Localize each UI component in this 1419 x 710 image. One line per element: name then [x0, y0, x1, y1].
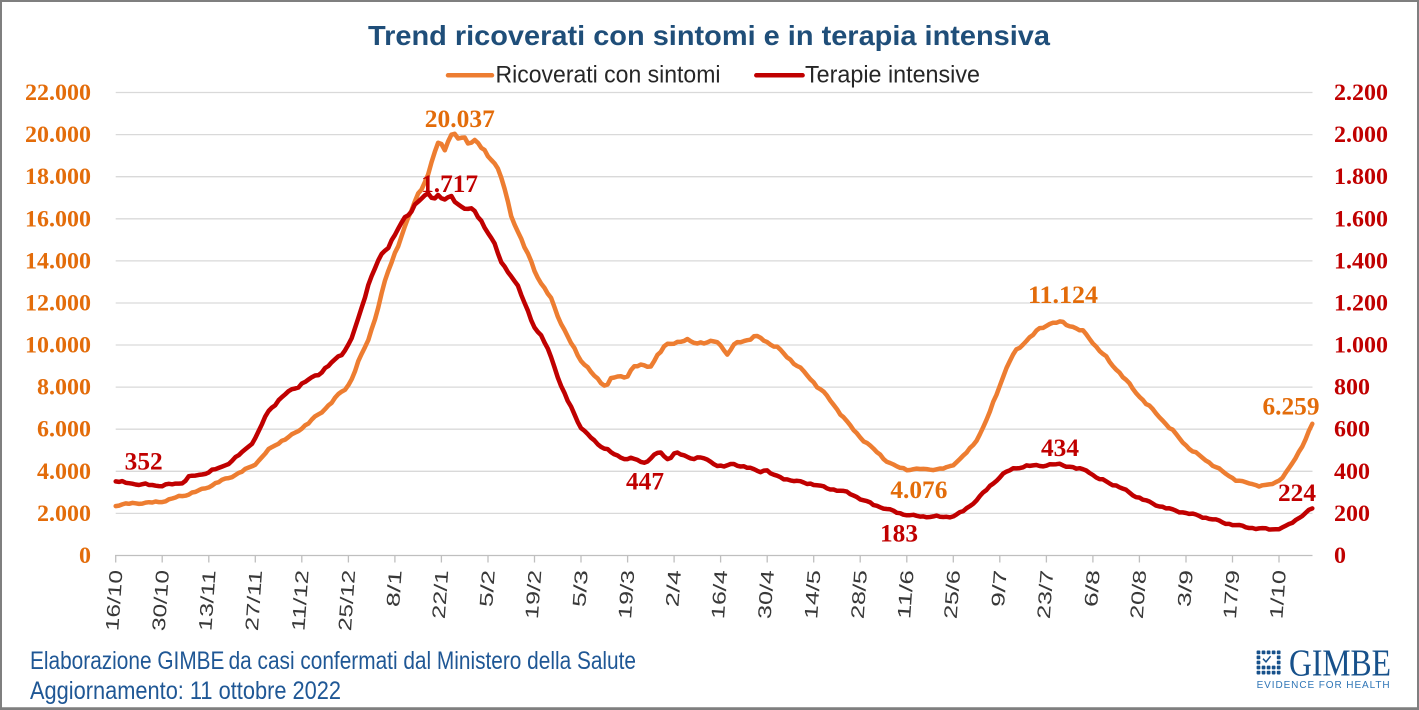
svg-text:28/5: 28/5 — [847, 569, 871, 619]
svg-text:16/10: 16/10 — [101, 569, 126, 631]
svg-text:224: 224 — [1278, 480, 1317, 507]
svg-text:16.000: 16.000 — [25, 206, 91, 231]
svg-text:20/8: 20/8 — [1126, 569, 1150, 619]
svg-text:GIMBE: GIMBE — [1289, 643, 1391, 685]
svg-text:0: 0 — [1334, 543, 1346, 568]
svg-text:2.000: 2.000 — [37, 501, 91, 526]
svg-text:6/8: 6/8 — [1080, 569, 1104, 607]
svg-text:10.000: 10.000 — [25, 333, 91, 358]
svg-text:12.000: 12.000 — [25, 291, 91, 316]
svg-text:Elaborazione GIMBE da casi con: Elaborazione GIMBE da casi confermati da… — [30, 647, 636, 675]
svg-text:5/3: 5/3 — [568, 569, 592, 607]
svg-text:434: 434 — [1041, 435, 1080, 462]
svg-text:6.000: 6.000 — [37, 417, 91, 442]
svg-text:22.000: 22.000 — [25, 80, 91, 105]
svg-text:17/9: 17/9 — [1219, 569, 1243, 619]
svg-text:5/2: 5/2 — [475, 569, 499, 607]
svg-text:18.000: 18.000 — [25, 164, 91, 189]
svg-text:11/6: 11/6 — [893, 569, 917, 619]
svg-text:6.259: 6.259 — [1263, 394, 1320, 421]
svg-text:14.000: 14.000 — [25, 248, 91, 273]
svg-text:400: 400 — [1334, 459, 1370, 484]
svg-text:Terapie intensive: Terapie intensive — [805, 62, 980, 89]
svg-text:30/4: 30/4 — [754, 569, 778, 619]
svg-text:22/1: 22/1 — [428, 569, 452, 619]
svg-text:1.600: 1.600 — [1334, 206, 1388, 231]
svg-text:30/10: 30/10 — [148, 569, 173, 631]
svg-text:25/6: 25/6 — [940, 569, 964, 619]
svg-text:11/12: 11/12 — [287, 569, 312, 631]
svg-text:14/5: 14/5 — [800, 569, 824, 619]
svg-text:3/9: 3/9 — [1173, 569, 1197, 607]
svg-text:2.200: 2.200 — [1334, 80, 1388, 105]
svg-text:8/1: 8/1 — [382, 569, 406, 607]
svg-text:8.000: 8.000 — [37, 375, 91, 400]
svg-text:4.000: 4.000 — [37, 459, 91, 484]
svg-text:20.000: 20.000 — [25, 122, 91, 147]
svg-text:4.076: 4.076 — [890, 477, 947, 504]
svg-text:EVIDENCE FOR HEALTH: EVIDENCE FOR HEALTH — [1257, 680, 1390, 691]
svg-text:352: 352 — [125, 449, 163, 476]
svg-text:0: 0 — [79, 543, 91, 568]
svg-text:Ricoverati con sintomi: Ricoverati con sintomi — [496, 62, 721, 89]
svg-text:600: 600 — [1334, 417, 1370, 442]
svg-text:447: 447 — [626, 468, 664, 495]
svg-text:2/4: 2/4 — [661, 569, 685, 607]
svg-text:25/12: 25/12 — [334, 569, 359, 631]
svg-text:19/2: 19/2 — [521, 569, 545, 619]
svg-text:1.200: 1.200 — [1334, 291, 1388, 316]
svg-text:183: 183 — [880, 520, 918, 547]
svg-text:Aggiornamento: 11 ottobre 2022: Aggiornamento: 11 ottobre 2022 — [30, 677, 341, 705]
svg-text:200: 200 — [1334, 501, 1370, 526]
svg-text:1.000: 1.000 — [1334, 333, 1388, 358]
svg-text:1.400: 1.400 — [1334, 248, 1388, 273]
svg-text:19/3: 19/3 — [614, 569, 638, 619]
svg-text:1.717: 1.717 — [421, 171, 478, 198]
svg-text:20.037: 20.037 — [425, 106, 495, 133]
svg-text:9/7: 9/7 — [987, 569, 1011, 607]
svg-text:13/11: 13/11 — [194, 569, 219, 631]
svg-text:27/11: 27/11 — [241, 569, 266, 631]
svg-text:1/10: 1/10 — [1265, 569, 1289, 619]
svg-text:800: 800 — [1334, 375, 1370, 400]
svg-text:23/7: 23/7 — [1033, 569, 1057, 619]
svg-text:Trend ricoverati con sintomi e: Trend ricoverati con sintomi e in terapi… — [368, 20, 1050, 51]
svg-text:16/4: 16/4 — [707, 569, 731, 619]
svg-text:11.124: 11.124 — [1028, 282, 1099, 309]
svg-text:1.800: 1.800 — [1334, 164, 1388, 189]
svg-text:2.000: 2.000 — [1334, 122, 1388, 147]
